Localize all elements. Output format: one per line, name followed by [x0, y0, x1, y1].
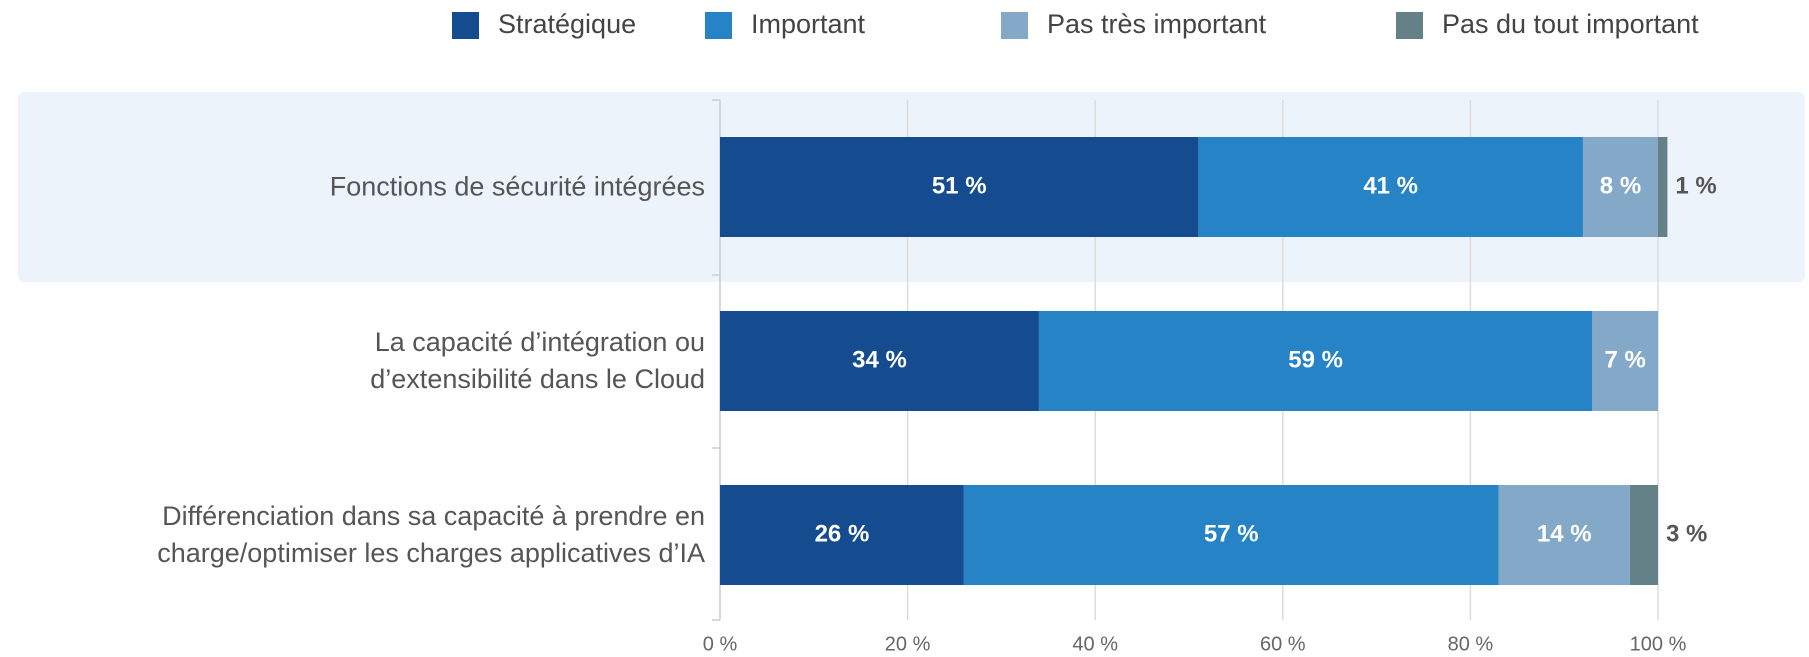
data-label: 59 %	[1288, 346, 1343, 373]
data-label: 34 %	[852, 346, 907, 373]
data-label: 41 %	[1363, 172, 1418, 199]
legend-label: Important	[751, 9, 866, 39]
bar-segment	[1038, 311, 1593, 411]
x-tick-label: 0 %	[703, 633, 738, 655]
data-label: 1 %	[1675, 172, 1716, 199]
bar-segment	[720, 311, 1039, 411]
x-tick-label: 60 %	[1260, 633, 1306, 655]
bar-segment	[720, 137, 1199, 237]
bar-segment	[1582, 137, 1658, 237]
x-tick-label: 20 %	[885, 633, 931, 655]
data-label: 57 %	[1204, 520, 1259, 547]
category-label: Différenciation dans sa capacité à prend…	[157, 501, 705, 568]
data-label: 8 %	[1600, 172, 1641, 199]
category-label: La capacité d’intégration ou d’extensibi…	[370, 327, 705, 394]
data-label: 14 %	[1537, 520, 1592, 547]
legend-swatch	[452, 12, 479, 39]
legend-label: Pas très important	[1047, 9, 1267, 39]
legend-swatch	[1396, 12, 1423, 39]
category-label: Fonctions de sécurité intégrées	[329, 171, 705, 202]
bar-segment	[963, 485, 1499, 585]
bar-segment	[1592, 311, 1658, 411]
bar-segment	[1629, 485, 1658, 585]
legend-label: Stratégique	[498, 9, 636, 39]
x-tick-label: 40 %	[1072, 633, 1118, 655]
x-tick-label: 80 %	[1448, 633, 1494, 655]
data-label: 7 %	[1604, 346, 1645, 373]
bar-segment	[1498, 485, 1630, 585]
data-label: 51 %	[932, 172, 987, 199]
legend-label: Pas du tout important	[1442, 9, 1699, 39]
data-label: 26 %	[815, 520, 870, 547]
data-label: 3 %	[1666, 520, 1707, 547]
x-tick-label: 100 %	[1630, 633, 1687, 655]
bar-segment	[1198, 137, 1583, 237]
legend-swatch	[705, 12, 732, 39]
legend-swatch	[1001, 12, 1028, 39]
bar-segment	[1658, 137, 1668, 237]
bar-segment	[720, 485, 964, 585]
